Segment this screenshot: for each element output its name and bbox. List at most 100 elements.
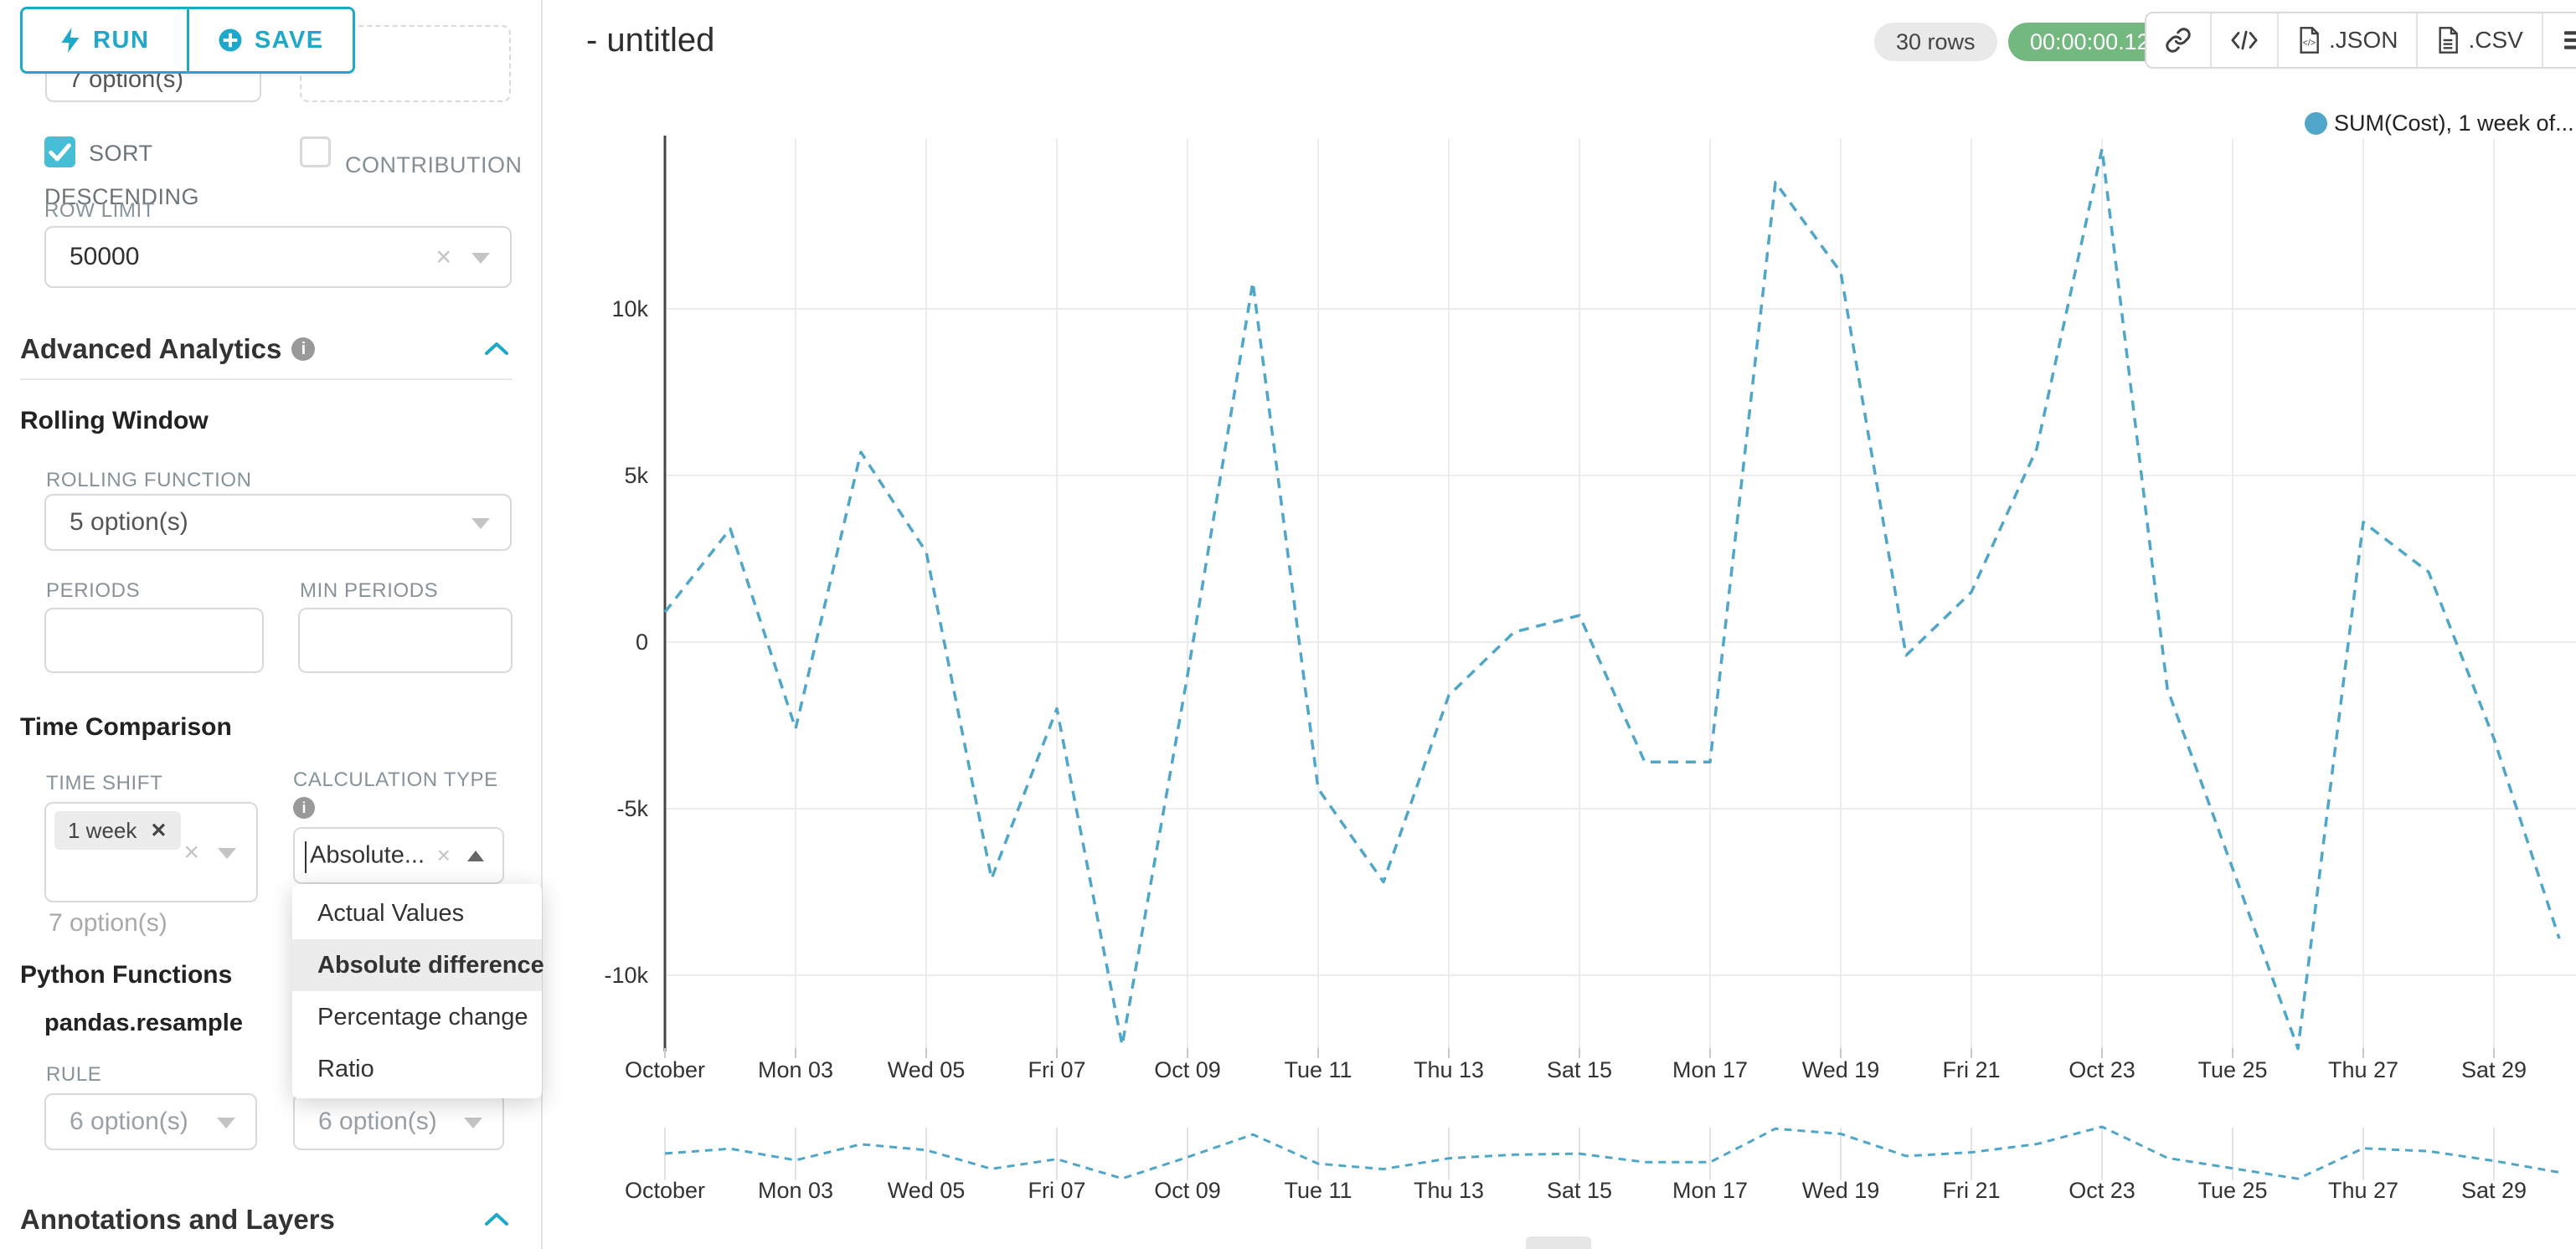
mini-x-axis-label: Tue 11 — [1284, 1178, 1352, 1203]
min-periods-input[interactable] — [298, 608, 513, 673]
mini-x-axis-label: Fri 21 — [1942, 1178, 2000, 1203]
dropdown-option[interactable]: Actual Values — [317, 900, 465, 927]
bottom-scroll-handle[interactable] — [1526, 1236, 1591, 1249]
periods-input[interactable] — [44, 608, 264, 673]
time-comparison-title: Time Comparison — [20, 713, 232, 741]
y-axis-label: -5k — [616, 796, 648, 821]
mini-x-axis-label: Thu 13 — [1414, 1178, 1484, 1203]
rule-select[interactable]: 6 option(s) — [44, 1093, 257, 1150]
python-functions-title: Python Functions — [20, 961, 233, 989]
rolling-function-select[interactable]: 5 option(s) — [44, 494, 512, 551]
menu-icon — [2563, 31, 2576, 49]
copy-link-button[interactable] — [2146, 13, 2212, 67]
advanced-analytics-header[interactable]: Advanced Analytics i — [20, 333, 316, 365]
mini-x-axis-label: Mon 03 — [758, 1178, 833, 1203]
calculation-type-select[interactable]: Absolute... × — [293, 827, 504, 884]
more-options-button[interactable] — [2543, 13, 2576, 67]
file-code-icon: </> — [2300, 27, 2319, 54]
chart-legend[interactable]: SUM(Cost), 1 week of... — [2305, 111, 2574, 136]
text-cursor — [305, 841, 307, 873]
save-button[interactable]: SAVE — [188, 9, 353, 71]
time-shift-select[interactable]: 1 week ✕ × — [44, 802, 258, 902]
min-periods-label: MIN PERIODS — [300, 579, 439, 602]
clear-icon[interactable]: × — [183, 836, 199, 867]
y-axis-label: 0 — [636, 630, 648, 655]
collapse-chevron-icon[interactable] — [484, 1212, 509, 1227]
timeseries-line-chart[interactable]: 10k 5k 0 -5k -10k October Mon 03 Wed 05 Fri 07 Oc… — [543, 0, 2576, 1249]
row-count-badge: 30 rows — [1874, 23, 1997, 61]
time-shift-label: TIME SHIFT — [46, 772, 163, 794]
chart-title[interactable]: - untitled — [586, 22, 715, 59]
clear-icon[interactable]: × — [435, 241, 451, 272]
rule-label: RULE — [46, 1063, 102, 1086]
x-axis-label: Mon 03 — [758, 1057, 833, 1082]
mini-brush-series[interactable] — [664, 1125, 2560, 1180]
dropdown-option[interactable]: Ratio — [317, 1056, 374, 1082]
chevron-up-icon — [467, 851, 484, 861]
method-select[interactable]: 6 option(s) — [293, 1093, 504, 1150]
y-axis-label: 10k — [611, 296, 648, 321]
contribution-label: CONTRIBUTION — [345, 152, 523, 177]
x-axis-label: Wed 05 — [888, 1057, 966, 1082]
rule-value: 6 option(s) — [70, 1108, 188, 1135]
export-json-button[interactable]: </> .JSON — [2279, 13, 2419, 67]
clear-icon[interactable]: × — [436, 842, 451, 868]
dropdown-option[interactable]: Percentage change — [317, 1004, 528, 1031]
contribution-checkbox[interactable] — [300, 136, 331, 167]
dropdown-option[interactable]: Absolute difference — [292, 939, 544, 991]
x-axis-label: Oct 23 — [2069, 1057, 2136, 1082]
embed-code-button[interactable] — [2212, 13, 2279, 67]
row-limit-label: ROW LIMIT — [44, 199, 156, 222]
mini-x-axis-label: Sat 29 — [2461, 1178, 2527, 1203]
x-axis-label: Thu 13 — [1414, 1057, 1484, 1082]
svg-text:</>: </> — [2303, 39, 2316, 49]
x-axis-label: October — [625, 1057, 705, 1082]
time-shift-tag: 1 week ✕ — [54, 811, 181, 850]
file-text-icon — [2439, 27, 2459, 54]
mini-x-axis-label: Fri 07 — [1028, 1178, 1085, 1203]
legend-series-dot — [2305, 112, 2327, 135]
link-icon — [2166, 28, 2191, 53]
mini-x-axis-label: Wed 19 — [1802, 1178, 1880, 1203]
save-label: SAVE — [254, 26, 324, 54]
run-button[interactable]: RUN — [23, 9, 189, 71]
mini-x-axis-label: Oct 09 — [1154, 1178, 1221, 1203]
mini-x-axis-label: Mon 17 — [1672, 1178, 1748, 1203]
calculation-type-label: CALCULATION TYPE — [293, 768, 498, 791]
query-timer-badge: 00:00:00.12 — [2008, 23, 2172, 61]
method-value: 6 option(s) — [318, 1108, 437, 1135]
export-json-label: .JSON — [2329, 27, 2398, 53]
chevron-down-icon — [464, 1118, 482, 1128]
check-icon — [49, 143, 71, 162]
time-shift-hint: 7 option(s) — [49, 909, 167, 937]
sort-descending-label-2: DESCENDING — [44, 184, 200, 209]
mini-x-axis-label: Thu 27 — [2328, 1178, 2398, 1203]
annotations-title: Annotations and Layers — [20, 1204, 335, 1235]
sort-descending-checkbox[interactable] — [44, 136, 75, 167]
annotations-header[interactable]: Annotations and Layers — [20, 1204, 335, 1236]
rolling-function-value: 5 option(s) — [70, 508, 188, 536]
calculation-type-dropdown: Actual Values Absolute difference Percenta… — [292, 884, 544, 1098]
export-csv-button[interactable]: .CSV — [2418, 13, 2543, 67]
sort-descending-label-1: SORT — [89, 141, 153, 166]
row-limit-value: 50000 — [70, 243, 140, 270]
y-axis-label: 5k — [624, 463, 648, 488]
lightning-icon — [61, 28, 80, 53]
rolling-function-label: ROLLING FUNCTION — [46, 469, 252, 491]
rolling-window-title: Rolling Window — [20, 407, 209, 434]
remove-tag-icon[interactable]: ✕ — [150, 819, 167, 842]
x-axis-label: Sat 15 — [1547, 1057, 1612, 1082]
mini-x-axis-label: Wed 05 — [888, 1178, 966, 1203]
mini-x-axis-label: Oct 23 — [2069, 1178, 2136, 1203]
x-axis-label: Thu 27 — [2328, 1057, 2398, 1082]
collapse-chevron-icon[interactable] — [484, 342, 509, 357]
x-axis-label: Wed 19 — [1802, 1057, 1880, 1082]
x-axis-label: Oct 09 — [1154, 1057, 1221, 1082]
panel-divider — [541, 0, 543, 1249]
time-shift-tag-label: 1 week — [68, 817, 137, 843]
periods-label: PERIODS — [46, 579, 141, 602]
row-limit-select[interactable]: 50000 × — [44, 226, 512, 288]
info-icon: i — [293, 797, 315, 819]
chart-panel: - untitled 30 rows 00:00:00.12 </> .JSON — [543, 0, 2576, 1249]
chevron-down-icon — [471, 518, 490, 529]
